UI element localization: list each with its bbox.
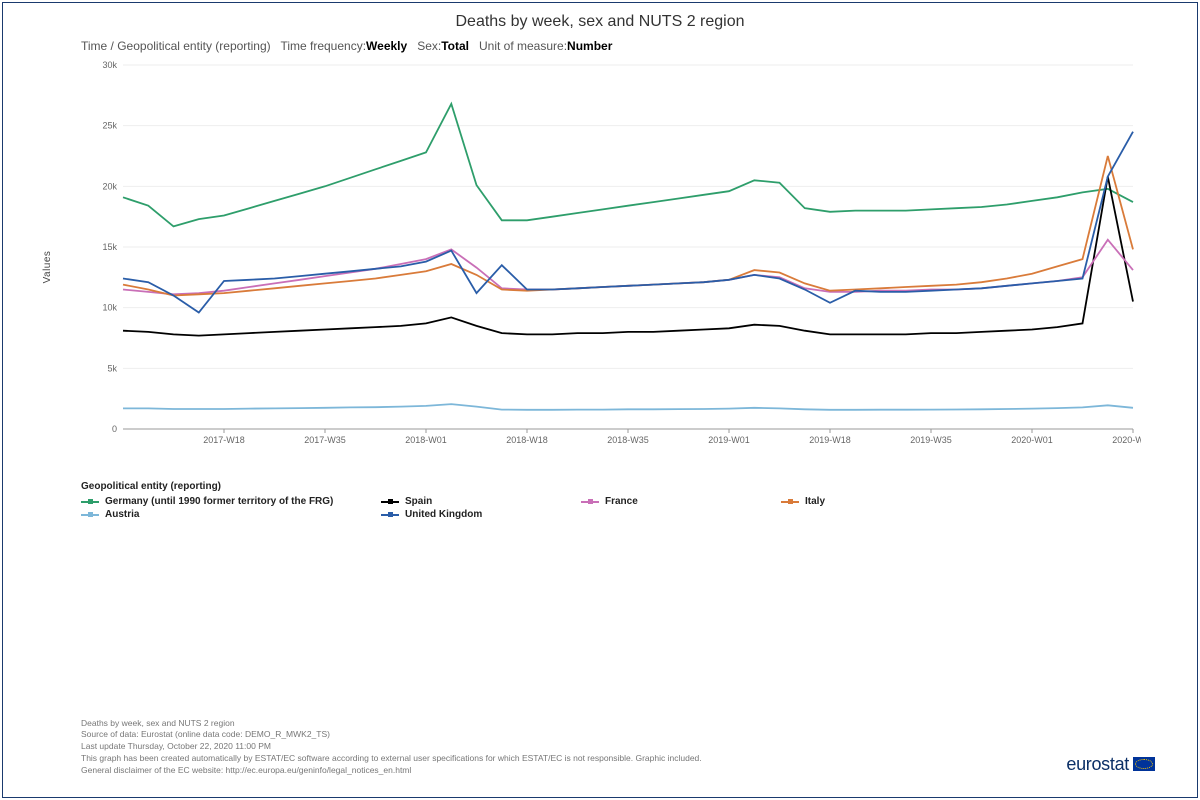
param-label: Time frequency: [280, 39, 366, 53]
subtitle-prefix: Time / Geopolitical entity (reporting) [81, 39, 271, 53]
legend-swatch-icon [381, 514, 399, 516]
svg-text:2020-W01: 2020-W01 [1011, 435, 1053, 445]
footer-line: General disclaimer of the EC website: ht… [81, 765, 1167, 777]
legend-label: United Kingdom [405, 509, 482, 520]
footer-line: Source of data: Eurostat (online data co… [81, 729, 1167, 741]
legend-label: France [605, 496, 638, 507]
legend-item[interactable]: Spain [381, 496, 581, 507]
legend-label: Austria [105, 509, 139, 520]
series-line[interactable] [123, 156, 1133, 296]
legend-swatch-icon [381, 501, 399, 503]
series-line[interactable] [123, 404, 1133, 410]
y-axis-title: Values [42, 251, 53, 284]
param-label: Unit of measure: [479, 39, 567, 53]
legend-swatch-icon [81, 501, 99, 503]
param-value: Weekly [366, 39, 407, 53]
legend-item[interactable]: United Kingdom [381, 509, 581, 520]
legend-title: Geopolitical entity (reporting) [81, 481, 1167, 492]
legend-label: Germany (until 1990 former territory of … [105, 496, 333, 507]
svg-text:10k: 10k [102, 303, 117, 313]
param-value: Number [567, 39, 612, 53]
footer-line: Last update Thursday, October 22, 2020 1… [81, 741, 1167, 753]
legend-swatch-icon [81, 514, 99, 516]
legend-swatch-icon [581, 501, 599, 503]
legend-swatch-icon [781, 501, 799, 503]
svg-text:2018-W35: 2018-W35 [607, 435, 649, 445]
footer-line: Deaths by week, sex and NUTS 2 region [81, 718, 1167, 730]
frame: Deaths by week, sex and NUTS 2 region Ti… [2, 2, 1198, 798]
series-line[interactable] [123, 132, 1133, 313]
footer-line: This graph has been created automaticall… [81, 753, 1167, 765]
svg-text:15k: 15k [102, 242, 117, 252]
chart-subtitle: Time / Geopolitical entity (reporting) T… [3, 35, 1197, 57]
svg-text:25k: 25k [102, 121, 117, 131]
svg-text:2017-W35: 2017-W35 [304, 435, 346, 445]
svg-text:30k: 30k [102, 60, 117, 70]
eurostat-logo-text: eurostat [1066, 752, 1129, 777]
footer: Deaths by week, sex and NUTS 2 region So… [81, 718, 1167, 777]
svg-text:2018-W18: 2018-W18 [506, 435, 548, 445]
legend-item[interactable]: France [581, 496, 781, 507]
svg-text:20k: 20k [102, 181, 117, 191]
svg-text:5k: 5k [107, 363, 117, 373]
eu-flag-icon [1133, 757, 1155, 771]
param-value: Total [441, 39, 469, 53]
series-line[interactable] [123, 104, 1133, 227]
svg-text:2020-W18: 2020-W18 [1112, 435, 1141, 445]
svg-text:2017-W18: 2017-W18 [203, 435, 245, 445]
line-chart[interactable]: 0 5k 10k 15k 20k 25k 30k 2017-W18 2017-W35 2018-W… [81, 57, 1141, 457]
svg-text:2019-W01: 2019-W01 [708, 435, 750, 445]
svg-text:0: 0 [112, 424, 117, 434]
param-label: Sex: [417, 39, 441, 53]
legend-label: Spain [405, 496, 432, 507]
eurostat-logo: eurostat [1066, 752, 1155, 777]
legend-item[interactable]: Germany (until 1990 former territory of … [81, 496, 381, 507]
legend-items: Germany (until 1990 former territory of … [81, 496, 1167, 520]
chart-title: Deaths by week, sex and NUTS 2 region [3, 3, 1197, 35]
legend-label: Italy [805, 496, 825, 507]
legend-item[interactable]: Austria [81, 509, 381, 520]
legend: Geopolitical entity (reporting) Germany … [81, 481, 1167, 520]
svg-text:2018-W01: 2018-W01 [405, 435, 447, 445]
chart-area: Values 05k10k15k20k25k30k2017-W182017-W3… [81, 57, 1167, 477]
svg-text:2019-W18: 2019-W18 [809, 435, 851, 445]
svg-text:2019-W35: 2019-W35 [910, 435, 952, 445]
legend-item[interactable]: Italy [781, 496, 981, 507]
